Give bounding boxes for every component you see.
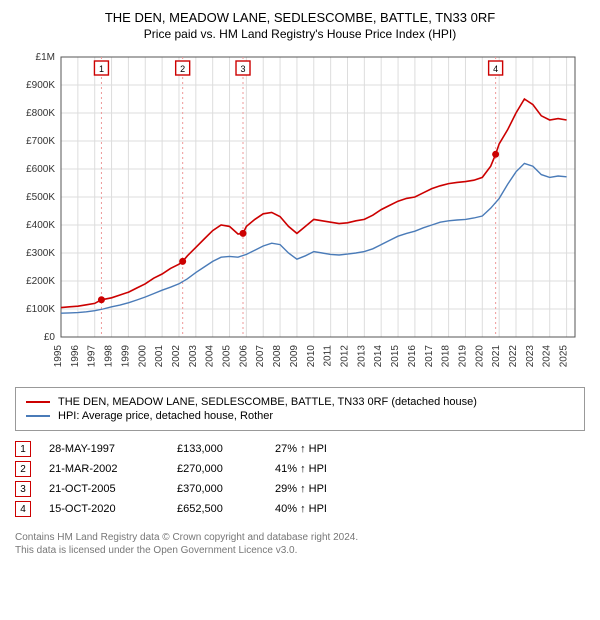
svg-text:2017: 2017 (424, 345, 435, 368)
svg-text:£800K: £800K (26, 108, 55, 119)
svg-text:2004: 2004 (205, 345, 216, 368)
svg-text:2016: 2016 (407, 345, 418, 368)
transaction-table: 1 28-MAY-1997 £133,000 27% ↑ HPI 2 21-MA… (15, 441, 585, 517)
svg-text:£1M: £1M (36, 52, 55, 63)
chart-subtitle: Price paid vs. HM Land Registry's House … (15, 27, 585, 41)
svg-text:2013: 2013 (356, 345, 367, 368)
transaction-marker: 1 (15, 441, 31, 457)
legend-label: HPI: Average price, detached house, Roth… (58, 410, 273, 422)
svg-text:£900K: £900K (26, 80, 55, 91)
svg-text:1996: 1996 (70, 345, 81, 368)
svg-text:2010: 2010 (306, 345, 317, 368)
svg-text:£600K: £600K (26, 164, 55, 175)
transaction-date: 21-MAR-2002 (49, 463, 159, 475)
legend: THE DEN, MEADOW LANE, SEDLESCOMBE, BATTL… (15, 387, 585, 431)
svg-text:3: 3 (240, 64, 245, 74)
transaction-price: £652,500 (177, 503, 257, 515)
svg-text:2018: 2018 (441, 345, 452, 368)
svg-text:4: 4 (493, 64, 498, 74)
table-row: 4 15-OCT-2020 £652,500 40% ↑ HPI (15, 501, 585, 517)
transaction-marker: 2 (15, 461, 31, 477)
plot-area: £0 £100K £200K £300K £400K £500K £600K £700K £80… (15, 49, 585, 379)
svg-text:2015: 2015 (390, 345, 401, 368)
svg-text:1995: 1995 (53, 345, 64, 368)
svg-text:1997: 1997 (87, 345, 98, 368)
svg-text:2012: 2012 (339, 345, 350, 368)
transaction-date: 15-OCT-2020 (49, 503, 159, 515)
svg-text:£700K: £700K (26, 136, 55, 147)
svg-text:2014: 2014 (373, 345, 384, 368)
chart-container: THE DEN, MEADOW LANE, SEDLESCOMBE, BATTL… (0, 0, 600, 567)
footer-line: Contains HM Land Registry data © Crown c… (15, 531, 585, 544)
svg-text:2001: 2001 (154, 345, 165, 368)
transaction-marker: 4 (15, 501, 31, 517)
chart-title-block: THE DEN, MEADOW LANE, SEDLESCOMBE, BATTL… (15, 10, 585, 41)
svg-text:2003: 2003 (188, 345, 199, 368)
svg-text:2: 2 (180, 64, 185, 74)
footer-note: Contains HM Land Registry data © Crown c… (15, 531, 585, 557)
svg-text:2000: 2000 (137, 345, 148, 368)
svg-text:2005: 2005 (222, 345, 233, 368)
svg-text:£200K: £200K (26, 276, 55, 287)
svg-text:2011: 2011 (323, 345, 334, 367)
transaction-date: 28-MAY-1997 (49, 443, 159, 455)
legend-item: HPI: Average price, detached house, Roth… (26, 410, 574, 422)
svg-text:2022: 2022 (508, 345, 519, 368)
svg-text:2002: 2002 (171, 345, 182, 368)
svg-text:2023: 2023 (525, 345, 536, 368)
svg-text:£0: £0 (44, 332, 56, 343)
svg-text:1998: 1998 (104, 345, 115, 368)
legend-swatch (26, 401, 50, 403)
table-row: 1 28-MAY-1997 £133,000 27% ↑ HPI (15, 441, 585, 457)
svg-text:1999: 1999 (120, 345, 131, 368)
table-row: 2 21-MAR-2002 £270,000 41% ↑ HPI (15, 461, 585, 477)
svg-text:£400K: £400K (26, 220, 55, 231)
transaction-pct: 29% ↑ HPI (275, 483, 365, 495)
svg-text:£300K: £300K (26, 248, 55, 259)
svg-text:£500K: £500K (26, 192, 55, 203)
transaction-pct: 40% ↑ HPI (275, 503, 365, 515)
svg-text:2006: 2006 (238, 345, 249, 368)
transaction-price: £133,000 (177, 443, 257, 455)
legend-label: THE DEN, MEADOW LANE, SEDLESCOMBE, BATTL… (58, 396, 477, 408)
footer-line: This data is licensed under the Open Gov… (15, 544, 585, 557)
svg-text:2021: 2021 (491, 345, 502, 368)
chart-svg: £0 £100K £200K £300K £400K £500K £600K £700K £80… (15, 49, 585, 379)
svg-text:2024: 2024 (542, 345, 553, 368)
transaction-price: £370,000 (177, 483, 257, 495)
svg-text:2009: 2009 (289, 345, 300, 368)
transaction-pct: 41% ↑ HPI (275, 463, 365, 475)
svg-text:£100K: £100K (26, 304, 55, 315)
svg-text:2007: 2007 (255, 345, 266, 368)
legend-swatch (26, 415, 50, 417)
svg-text:1: 1 (99, 64, 104, 74)
legend-item: THE DEN, MEADOW LANE, SEDLESCOMBE, BATTL… (26, 396, 574, 408)
transaction-marker: 3 (15, 481, 31, 497)
table-row: 3 21-OCT-2005 £370,000 29% ↑ HPI (15, 481, 585, 497)
svg-text:2019: 2019 (457, 345, 468, 368)
svg-text:2025: 2025 (559, 345, 570, 368)
svg-text:2020: 2020 (474, 345, 485, 368)
transaction-price: £270,000 (177, 463, 257, 475)
svg-text:2008: 2008 (272, 345, 283, 368)
transaction-pct: 27% ↑ HPI (275, 443, 365, 455)
chart-title: THE DEN, MEADOW LANE, SEDLESCOMBE, BATTL… (15, 10, 585, 25)
transaction-date: 21-OCT-2005 (49, 483, 159, 495)
